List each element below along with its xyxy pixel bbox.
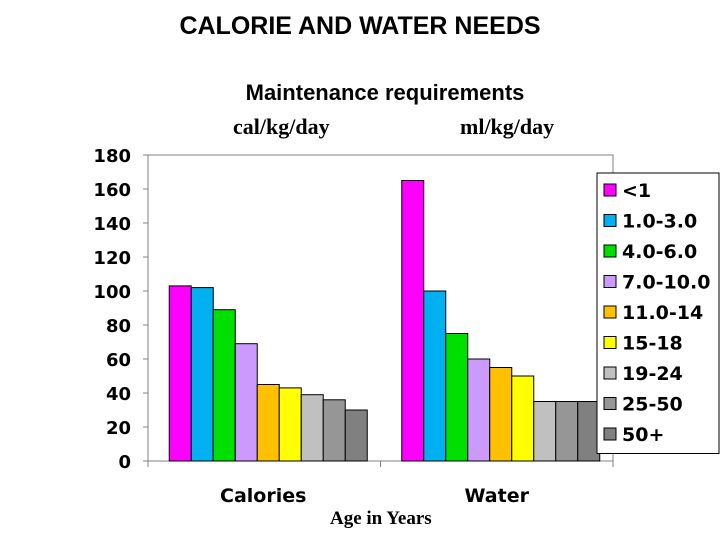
x-axis-label: Age in Years xyxy=(330,508,432,529)
bar xyxy=(445,333,469,462)
legend-label: <1 xyxy=(622,180,651,202)
bar xyxy=(533,401,557,462)
y-tick-label: 80 xyxy=(106,316,131,337)
chart-subtitle: Maintenance requirements xyxy=(245,80,525,105)
y-tick-label: 140 xyxy=(93,214,131,235)
legend-label: 25-50 xyxy=(622,394,683,416)
legend-swatch xyxy=(603,183,617,197)
bar xyxy=(511,375,535,462)
x-category-label: Water xyxy=(465,485,530,507)
bar xyxy=(423,290,447,462)
legend-label: 15-18 xyxy=(622,333,683,355)
bar xyxy=(168,285,192,462)
y-tick-label: 160 xyxy=(93,180,131,201)
y-tick-label: 0 xyxy=(118,452,131,473)
bar xyxy=(467,358,491,462)
legend-label: 7.0-10.0 xyxy=(622,272,710,294)
bar xyxy=(190,287,214,462)
legend-swatch xyxy=(603,305,617,319)
legend-swatch xyxy=(603,397,617,410)
bar xyxy=(234,343,258,462)
bar xyxy=(256,384,280,462)
y-tick-label: 40 xyxy=(106,384,131,405)
bar xyxy=(300,394,324,462)
bar xyxy=(401,180,425,462)
legend-swatch xyxy=(603,366,617,380)
bar xyxy=(489,367,513,462)
y-tick-label: 120 xyxy=(93,248,131,269)
y-tick-label: 180 xyxy=(93,146,131,167)
legend-swatch xyxy=(603,244,617,258)
y-tick-label: 100 xyxy=(93,282,131,303)
legend-box xyxy=(596,172,720,454)
bar xyxy=(577,401,601,462)
chart-title: CALORIE AND WATER NEEDS xyxy=(179,12,541,40)
legend-label: 50+ xyxy=(622,424,664,446)
bar xyxy=(344,409,368,462)
bar xyxy=(555,401,579,462)
bar xyxy=(322,399,346,462)
unit-label-calories: cal/kg/day xyxy=(233,114,330,139)
legend-swatch xyxy=(603,427,617,441)
y-tick-label: 60 xyxy=(106,350,131,371)
unit-label-water: ml/kg/day xyxy=(460,114,555,139)
legend-label: 1.0-3.0 xyxy=(622,211,697,233)
x-category-label: Calories xyxy=(220,485,306,507)
legend-swatch xyxy=(603,214,617,227)
legend-label: 11.0-14 xyxy=(622,302,703,324)
legend-swatch xyxy=(603,336,617,349)
bar xyxy=(278,387,302,462)
y-tick-label: 20 xyxy=(106,418,131,439)
legend-label: 19-24 xyxy=(622,363,683,385)
legend-label: 4.0-6.0 xyxy=(622,241,697,263)
legend-swatch xyxy=(603,275,617,288)
bar xyxy=(212,309,236,462)
